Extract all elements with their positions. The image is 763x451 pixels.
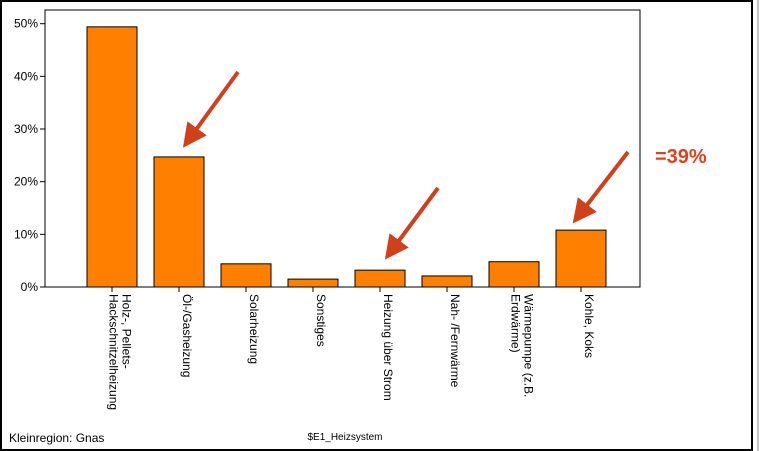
x-tick-label-line: Solarheizung [247,294,261,364]
bar [220,263,272,288]
bar [555,229,607,288]
arrows [182,70,630,260]
x-axis-label: $E1_Heizsystem [307,432,382,443]
x-tick-label-line: Erdwärme) [509,294,523,353]
bar [153,156,205,288]
x-tick-label: Nah- /Fernwärme [448,294,462,388]
arrow [572,150,630,224]
x-tick-label-line: Nah- /Fernwärme [448,294,462,388]
x-tick-label-line: Wärmepumpe (z.B. [522,294,536,397]
x-tick-label-line: Holz-, Pellets- [120,294,134,369]
bar [354,269,406,288]
x-tick-label-line: Heizung über Strom [381,294,395,401]
y-tick-label: 0% [21,280,39,294]
x-tick-label: Öl-/Gasheizung [180,294,194,377]
y-tick-label: 30% [14,122,38,136]
x-tick-label-line: Hackschnitzelheizung [107,294,121,410]
bar [421,275,473,288]
x-tick-label-line: Sonstiges [314,294,328,347]
y-tick-label: 50% [14,17,38,31]
arrow [182,70,240,148]
x-tick-label: Kohle, Koks [582,294,596,358]
x-tick-label: Sonstiges [314,294,328,347]
plot-area [44,9,641,288]
x-tick-label: Heizung über Strom [381,294,395,401]
annotation: =39% [655,146,707,168]
x-tick-label: Wärmepumpe (z.B.Erdwärme) [509,294,536,397]
y-tick-label: 10% [14,227,38,241]
y-tick-label: 40% [14,69,38,83]
bar [287,278,339,288]
x-tick-label-line: Öl-/Gasheizung [180,294,194,377]
y-tick-label: 20% [14,175,38,189]
bar [488,261,540,288]
x-tick-label-line: Kohle, Koks [582,294,596,358]
arrow [384,186,440,260]
x-tick-label: Holz-, Pellets-Hackschnitzelheizung [107,294,134,410]
footnote: Kleinregion: Gnas [9,431,104,445]
bar [86,26,138,288]
x-tick-label: Solarheizung [247,294,261,364]
